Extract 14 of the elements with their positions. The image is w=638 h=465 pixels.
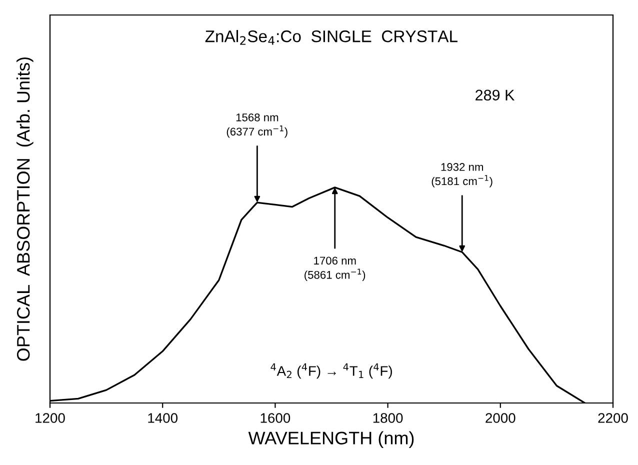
x-tick-label: 1200 [36, 413, 65, 423]
annotation: 1568 nm (6377 cm$^{−1}$) [226, 113, 288, 138]
annotation: 1932 nm (5181 cm$^{−1}$) [432, 163, 492, 188]
x-tick-label: 1400 [148, 413, 178, 423]
x-tick-label: 1800 [373, 413, 403, 423]
annotation: 1706 nm (5861 cm$^{−1}$) [304, 256, 366, 282]
text: $^{4}$A$_{2}$ ($^{4}$F) → $^{4}$T$_{1}$ ($^{4}$F) [270, 363, 392, 379]
x-tick-label: 2200 [598, 413, 628, 423]
x-tick-label: 2000 [486, 413, 516, 423]
text: 289 K [476, 90, 515, 101]
x-axis-title: WAVELENGTH (nm) [248, 431, 414, 448]
x-tick-label: 1600 [260, 413, 290, 423]
chart-title: ZnAl$_{2}$Se$_{4}$:Co SINGLE CRYSTAL [205, 30, 458, 45]
y-axis-title: OPTICAL ABSORPTION (Arb. Units) [16, 57, 34, 361]
